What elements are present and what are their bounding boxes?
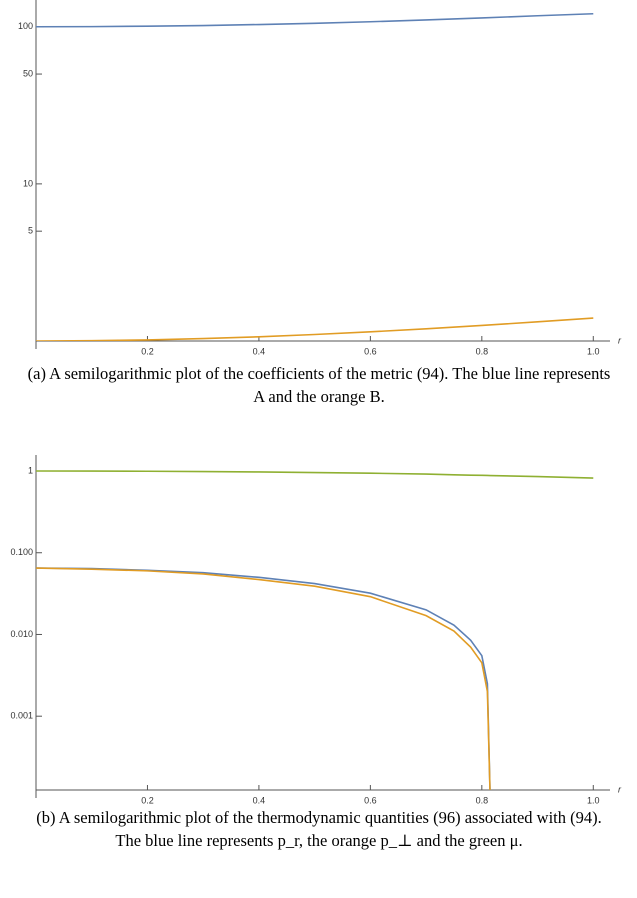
y-tick-label: 1: [28, 465, 33, 475]
caption: (b) A semilogarithmic plot of the thermo…: [36, 808, 602, 850]
series-line: [36, 317, 594, 341]
y-tick-label: 0.010: [10, 629, 33, 639]
series-line: [36, 567, 491, 790]
x-tick-label: 1.0: [587, 795, 600, 805]
x-tick-label: 0.4: [253, 795, 266, 805]
x-tick-label: 0.2: [141, 346, 154, 356]
y-tick-label: 10: [23, 178, 33, 188]
series-line: [36, 12, 594, 28]
x-tick-label: 0.6: [364, 346, 377, 356]
x-tick-label: 0.4: [253, 346, 266, 356]
x-axis-label: r: [618, 335, 622, 345]
series-line: [36, 470, 594, 479]
x-tick-label: 0.8: [476, 795, 489, 805]
y-tick-label: 0.100: [10, 547, 33, 557]
x-tick-label: 0.8: [476, 346, 489, 356]
x-tick-label: 0.2: [141, 795, 154, 805]
caption: (a) A semilogarithmic plot of the coeffi…: [27, 364, 611, 406]
y-tick-label: 100: [18, 21, 33, 31]
x-axis-label: r: [618, 784, 622, 794]
x-tick-label: 1.0: [587, 346, 600, 356]
y-tick-label: 50: [23, 68, 33, 78]
y-tick-label: 0.001: [10, 711, 33, 721]
y-tick-label: 5: [28, 226, 33, 236]
series-line: [36, 567, 491, 790]
x-tick-label: 0.6: [364, 795, 377, 805]
